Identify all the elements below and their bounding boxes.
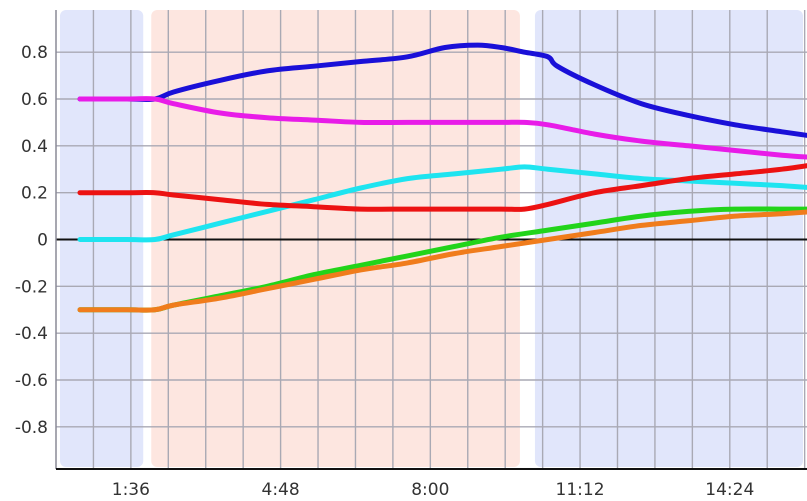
series-lines <box>77 42 807 313</box>
x-tick-label: 11:12 <box>556 480 605 500</box>
y-tick-label: -0.4 <box>15 324 48 344</box>
y-tick-label: 0 <box>37 231 48 251</box>
series-line-6 <box>77 209 807 313</box>
y-tick-labels: 0.8 0.6 0.4 0.2 0 -0.2 -0.4 -0.6 -0.8 <box>15 43 48 438</box>
x-tick-label: 1:36 <box>112 480 150 500</box>
series-line-1 <box>77 42 807 138</box>
series-line-4 <box>77 163 807 212</box>
y-tick-label: 0.4 <box>21 137 48 157</box>
y-tick-label: -0.8 <box>15 418 48 438</box>
y-tick-label: -0.6 <box>15 371 48 391</box>
x-tick-labels: 1:36 4:48 8:00 11:12 14:24 <box>112 480 755 500</box>
x-tick-label: 4:48 <box>262 480 300 500</box>
y-tick-label: 0.8 <box>21 43 48 63</box>
x-tick-label: 8:00 <box>411 480 449 500</box>
y-tick-label: -0.2 <box>15 277 48 297</box>
plot-frame <box>55 10 807 470</box>
x-tick-label: 14:24 <box>705 480 754 500</box>
y-tick-label: 0.6 <box>21 90 48 110</box>
y-tick-label: 0.2 <box>21 184 48 204</box>
series-line-2 <box>77 96 807 160</box>
